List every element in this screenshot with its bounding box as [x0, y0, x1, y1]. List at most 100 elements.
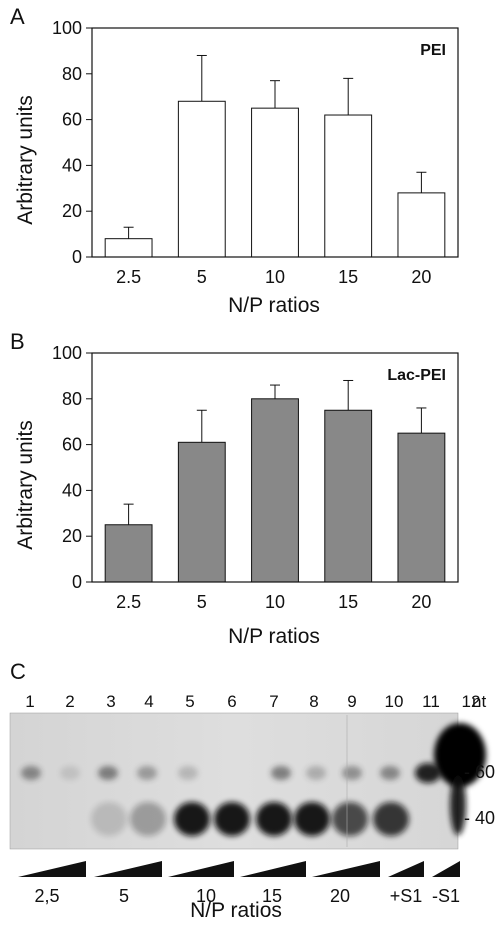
y-tick-label: 60 — [62, 435, 82, 455]
y-axis-title-a: Arbitrary units — [14, 95, 37, 225]
band-40nt — [373, 802, 409, 836]
bar-2.5 — [104, 238, 153, 258]
chart-a-plot: 0 20 40 60 80 100 2.5 5 10 15 20 — [52, 18, 459, 287]
bar-20 — [397, 192, 446, 258]
x-tick-label: 10 — [265, 267, 285, 287]
band-60nt — [306, 766, 326, 780]
x-tick-label: 2.5 — [116, 592, 141, 612]
panel-letter-c: C — [10, 659, 26, 684]
bar-10 — [251, 398, 299, 583]
band-lane12-smear — [450, 775, 466, 835]
concentration-wedge — [312, 861, 380, 877]
x-tick-label: 15 — [338, 592, 358, 612]
band-40nt — [214, 802, 250, 836]
group-label: +S1 — [390, 886, 423, 906]
band-60nt — [60, 766, 80, 780]
lane-label-7: 7 — [269, 692, 278, 711]
concentration-wedge — [168, 861, 234, 877]
nt-label: nt — [472, 692, 486, 711]
band-60nt — [178, 766, 198, 780]
x-axis-title-a: N/P ratios — [228, 294, 320, 317]
band-60nt — [98, 766, 118, 780]
x-tick-label: 20 — [411, 267, 431, 287]
x-tick-label: 10 — [265, 592, 285, 612]
band-40nt — [91, 802, 127, 836]
bar-15 — [324, 114, 373, 258]
gel-bands — [21, 715, 486, 847]
group-label: 10 — [196, 886, 216, 906]
gel-panel: C nt 1 2 3 4 5 6 7 8 9 10 11 12 - 60 - 40 2,5 5 10 15 2… — [9, 659, 495, 922]
x-tick-label: 2.5 — [116, 267, 141, 287]
band-40nt — [332, 802, 368, 836]
y-tick-label: 100 — [52, 343, 82, 363]
bar-10 — [251, 107, 299, 258]
y-tick-label: 60 — [62, 110, 82, 130]
group-label: 2,5 — [34, 886, 59, 906]
bar-5 — [177, 100, 226, 258]
lane-label-4: 4 — [144, 692, 153, 711]
x-tick-label: 15 — [338, 267, 358, 287]
lane-label-8: 8 — [309, 692, 318, 711]
gel-group-labels: 2,5 5 10 15 20 +S1 -S1 — [34, 886, 460, 906]
x-tick-label: 20 — [411, 592, 431, 612]
gel-x-axis-title: N/P ratios — [190, 899, 282, 922]
group-label: -S1 — [432, 886, 460, 906]
y-tick-label: 80 — [62, 389, 82, 409]
band-40nt — [130, 802, 166, 836]
band-40nt — [174, 802, 210, 836]
panel-letter-b: B — [10, 329, 25, 354]
lane-label-9: 9 — [347, 692, 356, 711]
band-40nt — [256, 802, 292, 836]
y-axis-title-b: Arbitrary units — [14, 420, 37, 550]
concentration-wedge — [18, 861, 86, 877]
band-60nt — [137, 766, 157, 780]
y-tick-label: 80 — [62, 64, 82, 84]
concentration-wedge — [240, 861, 306, 877]
x-axis-title-b: N/P ratios — [228, 625, 320, 648]
y-tick-label: 0 — [72, 247, 82, 267]
y-tick-label: 20 — [62, 526, 82, 546]
lane-label-2: 2 — [65, 692, 74, 711]
plot-frame — [91, 27, 459, 258]
bar-2.5 — [104, 524, 153, 583]
concentration-wedge — [94, 861, 162, 877]
lane-label-6: 6 — [227, 692, 236, 711]
y-tick-label: 0 — [72, 572, 82, 592]
x-tick-label: 5 — [197, 592, 207, 612]
lane-label-1: 1 — [25, 692, 34, 711]
band-40nt — [294, 802, 330, 836]
plot-frame — [91, 352, 459, 583]
band-60nt — [21, 766, 41, 780]
concentration-wedge — [432, 861, 460, 877]
lane-label-3: 3 — [106, 692, 115, 711]
y-tick-label: 20 — [62, 201, 82, 221]
panel-letter-a: A — [10, 4, 25, 29]
marker-40: - 40 — [464, 808, 495, 828]
group-label: 5 — [119, 886, 129, 906]
marker-60: - 60 — [464, 762, 495, 782]
bar-20 — [397, 432, 446, 583]
lane-label-12: 12 — [462, 692, 481, 711]
group-label: 20 — [330, 886, 350, 906]
chart-b: B 0 20 40 60 80 100 2.5 5 10 15 20 Lac-PEI N/P rat… — [10, 329, 459, 648]
lane-label-5: 5 — [185, 692, 194, 711]
band-60nt-lane11 — [415, 763, 441, 783]
band-60nt — [342, 766, 362, 780]
band-60nt — [380, 766, 400, 780]
concentration-wedge — [388, 861, 424, 877]
series-label-a: PEI — [420, 42, 446, 59]
lane-label-11: 11 — [422, 692, 440, 711]
band-60nt — [271, 766, 291, 780]
y-tick-label: 40 — [62, 480, 82, 500]
x-tick-label: 5 — [197, 267, 207, 287]
bar-15 — [324, 409, 373, 583]
gel-lane-labels: 1 2 3 4 5 6 7 8 9 10 11 12 — [25, 692, 480, 711]
y-tick-label: 100 — [52, 18, 82, 38]
lane-label-10: 10 — [385, 692, 404, 711]
y-tick-label: 40 — [62, 155, 82, 175]
bar-5 — [177, 441, 226, 583]
gel-wedges — [18, 861, 460, 877]
series-label-b: Lac-PEI — [387, 367, 446, 384]
group-label: 15 — [262, 886, 282, 906]
